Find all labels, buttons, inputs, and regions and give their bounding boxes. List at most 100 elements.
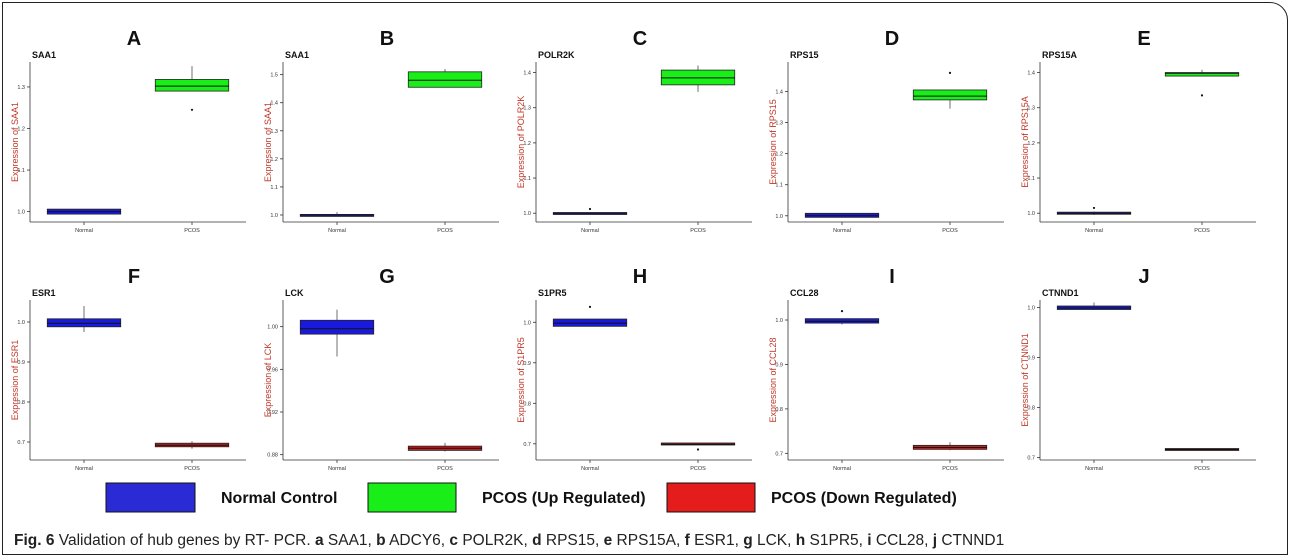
panel-f: F ESR1 0.7 0.8 0.9 1.0 Expression of ESR1 Norma… (10, 266, 246, 472)
caption-key: h (795, 532, 806, 549)
y-tick-label: 0.7 (1027, 456, 1035, 462)
box-up (154, 79, 230, 92)
y-tick-label: 1.4 (523, 71, 531, 77)
y-tick-label: 0.92 (267, 410, 278, 416)
legend-swatch-normal (105, 482, 196, 513)
caption-gene: CCL28, (871, 532, 933, 549)
caption-key: c (449, 532, 459, 549)
caption-key: j (932, 532, 938, 549)
x-tick-label: Normal (75, 466, 93, 472)
x-tick-label: PCOS (942, 228, 958, 234)
panel-title: CTNND1 (1042, 288, 1079, 298)
legend-label-normal: Normal Control (221, 490, 337, 507)
panel-title: POLR2K (538, 50, 575, 60)
y-tick-label: 1.0 (17, 210, 25, 216)
panel-letter: G (379, 266, 395, 288)
y-tick-label: 1.3 (17, 85, 25, 91)
y-axis-label: Expression of ESR1 (10, 340, 20, 421)
y-tick-label: 0.7 (523, 442, 531, 448)
y-axis-label: Expression of CTNND1 (1020, 333, 1030, 427)
caption-key: d (532, 532, 542, 549)
caption-label: Fig. 6 (14, 532, 55, 549)
y-tick-label: 1.1 (17, 168, 25, 174)
caption-key: i (867, 532, 872, 549)
x-tick-label: Normal (581, 466, 599, 472)
y-axis-label: Expression of S1PR5 (516, 337, 526, 423)
panel-letter: I (889, 266, 895, 288)
y-tick-label: 0.7 (17, 440, 25, 446)
y-tick-label: 0.8 (523, 401, 531, 407)
caption-key: e (603, 532, 613, 549)
panel-b: B SAA1 1.0 1.1 1.2 1.3 1.4 1.5 Expression of SAA… (263, 28, 499, 234)
caption-key: a (314, 532, 324, 549)
y-tick-label: 1.3 (523, 106, 531, 112)
y-tick-label: 0.9 (1027, 356, 1035, 362)
y-tick-label: 0.9 (523, 361, 531, 367)
y-tick-label: 1.4 (270, 101, 278, 107)
panel-letter: C (633, 28, 647, 50)
legend-label-up: PCOS (Up Regulated) (482, 490, 646, 507)
caption-gene: S1PR5, (805, 532, 868, 549)
caption-gene: SAA1, (323, 532, 377, 549)
panel-letter: E (1137, 28, 1150, 50)
caption-gene: RPS15A, (612, 532, 685, 549)
panel-letter: H (633, 266, 647, 288)
panel-letter: B (380, 28, 394, 50)
outlier-point (588, 207, 592, 211)
x-tick-label: Normal (1085, 466, 1103, 472)
y-tick-label: 1.0 (775, 214, 783, 220)
caption-gene: ESR1, (689, 532, 744, 549)
panel-i: I CCL28 0.7 0.8 0.9 1.0 Expression of CCL28 Nor… (768, 266, 1004, 472)
caption-gene: RPS15, (541, 532, 604, 549)
x-tick-label: Normal (1085, 228, 1103, 234)
caption-gene: CTNND1 (937, 532, 1005, 549)
y-tick-label: 1.3 (1027, 106, 1035, 112)
panel-title: RPS15 (790, 50, 819, 60)
panel-letter: A (127, 28, 141, 50)
y-tick-label: 1.0 (1027, 306, 1035, 312)
x-tick-label: Normal (833, 466, 851, 472)
y-tick-label: 0.9 (17, 360, 25, 366)
y-tick-label: 0.8 (775, 407, 783, 413)
caption-text: Validation of hub genes by RT- PCR. (54, 532, 315, 549)
y-tick-label: 1.3 (775, 121, 783, 127)
y-axis-label: Expression of POLR2K (516, 96, 526, 189)
caption-gene: LCK, (752, 532, 796, 549)
caption-key: b (376, 532, 386, 549)
x-tick-label: PCOS (1194, 228, 1210, 234)
panel-title: LCK (285, 288, 304, 298)
x-tick-label: Normal (328, 228, 346, 234)
outlier-point (588, 305, 592, 308)
panel-e: E RPS15A 1.0 1.1 1.2 1.3 1.4 Expression of RPS1… (1020, 28, 1256, 234)
caption-key: f (684, 532, 690, 549)
y-tick-label: 0.8 (1027, 406, 1035, 412)
outlier-point (190, 108, 194, 111)
panel-letter: D (885, 28, 899, 50)
x-tick-label: Normal (581, 228, 599, 234)
y-axis-label: Expression of SAA1 (263, 102, 273, 182)
y-tick-label: 0.96 (267, 367, 278, 373)
legend-swatch-down (666, 482, 756, 513)
y-axis-label: Expression of LCK (263, 343, 273, 418)
panel-title: RPS15A (1042, 50, 1078, 60)
y-tick-label: 1.1 (1027, 176, 1035, 182)
x-tick-label: Normal (75, 228, 93, 234)
x-tick-label: PCOS (184, 228, 200, 234)
box-up (912, 89, 988, 101)
y-tick-label: 0.88 (267, 453, 278, 459)
y-tick-label: 1.3 (270, 129, 278, 135)
panel-a: A SAA1 1.0 1.1 1.2 1.3 Expression of SAA1 Norma… (10, 28, 246, 234)
legend-swatch-up (367, 482, 457, 513)
panel-title: CCL28 (790, 288, 819, 298)
y-tick-label: 1.2 (523, 141, 531, 147)
panel-d: D RPS15 1.0 1.1 1.2 1.3 1.4 Expression of RPS15… (768, 28, 1004, 234)
panel-c: C POLR2K 1.0 1.1 1.2 1.3 1.4 Expression of POLR… (516, 28, 752, 234)
y-tick-label: 1.0 (17, 320, 25, 326)
y-tick-label: 1.1 (775, 183, 783, 189)
panel-j: J CTNND1 0.7 0.8 0.9 1.0 Expression of CTNND1 N… (1020, 266, 1256, 472)
outlier-point (1092, 206, 1096, 210)
outlier-point (840, 310, 844, 313)
panel-title: ESR1 (32, 288, 56, 298)
